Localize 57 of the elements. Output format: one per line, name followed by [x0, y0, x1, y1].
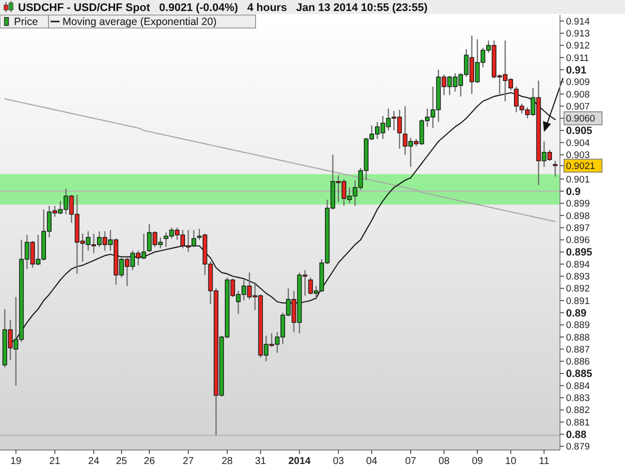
y-tick-label: 0.881: [566, 417, 590, 428]
y-tick-label: 0.913: [566, 28, 590, 40]
y-tick-label: 0.886: [566, 356, 590, 368]
x-tick-label: 08: [438, 456, 450, 467]
y-tick-label: 0.882: [566, 405, 590, 416]
y-tick-label: 0.895: [566, 246, 592, 259]
x-tick-label: 04: [366, 456, 378, 467]
x-tick-label: 25: [116, 456, 128, 467]
x-tick-label: 27: [182, 456, 194, 467]
y-tick-label: 0.911: [566, 52, 590, 64]
y-tick-label: 0.91: [566, 64, 587, 76]
y-tick-label: 0.888: [566, 332, 590, 344]
y-tick-label: 0.892: [566, 284, 590, 295]
y-tick-label: 0.88: [566, 428, 587, 441]
y-tick-label: 0.909: [566, 77, 590, 88]
y-tick-label: 0.894: [566, 259, 590, 270]
y-tick-label: 0.883: [566, 393, 590, 404]
line-series: [4, 98, 556, 222]
x-tick-label: 11: [538, 456, 550, 467]
y-tick-label: 0.885: [566, 368, 592, 380]
x-tick-label: 2014: [288, 456, 312, 467]
y-tick-label: 0.907: [566, 101, 590, 112]
y-tick-label: 0.905: [566, 125, 592, 138]
x-tick-label: 26: [144, 456, 156, 467]
y-tick-label: 0.887: [566, 344, 590, 356]
y-tick-label: 0.914: [566, 16, 590, 28]
x-tick-label: 24: [88, 456, 100, 467]
y-tick-label: 0.908: [566, 89, 590, 100]
y-tick-label: 0.889: [566, 320, 590, 332]
x-tick-label: 21: [49, 456, 61, 467]
y-tick-label: 0.879: [566, 442, 590, 453]
y-tick-label: 0.893: [566, 272, 590, 283]
x-tick-label: 03: [332, 456, 344, 467]
y-tick-label: 0.884: [566, 380, 590, 392]
legend-label: Price: [14, 16, 38, 28]
legend-label: Moving average (Exponential 20): [62, 16, 217, 28]
y-tick-label: 0.891: [566, 296, 590, 307]
x-tick-label: 07: [405, 456, 417, 467]
y-tick-label: 0.896: [566, 235, 590, 246]
y-tick-label: 0.9060: [566, 114, 596, 125]
y-tick-label: 0.901: [566, 174, 590, 186]
candlestick: [552, 160, 558, 178]
y-tick-label: 0.9: [566, 186, 581, 198]
y-tick-label: 0.903: [566, 150, 590, 162]
x-tick-label: 28: [222, 456, 234, 467]
y-tick-label: 0.897: [566, 222, 590, 234]
y-tick-label: 0.898: [566, 210, 590, 222]
chart-title: USDCHF - USD/CHF Spot 0.9021 (-0.04%) 4 hours Jan 13 2014 10:55 (23:55): [18, 2, 428, 14]
x-tick-label: 19: [10, 456, 22, 467]
y-tick-label: 0.904: [566, 138, 590, 149]
x-tick-label: 31: [254, 456, 267, 467]
x-tick-label: 09: [472, 456, 484, 467]
y-tick-label: 0.899: [566, 198, 590, 210]
y-tick-label: 0.9021: [566, 160, 596, 172]
x-tick-label: 10: [505, 456, 517, 467]
y-tick-label: 0.912: [566, 40, 590, 52]
y-tick-label: 0.89: [566, 307, 587, 320]
